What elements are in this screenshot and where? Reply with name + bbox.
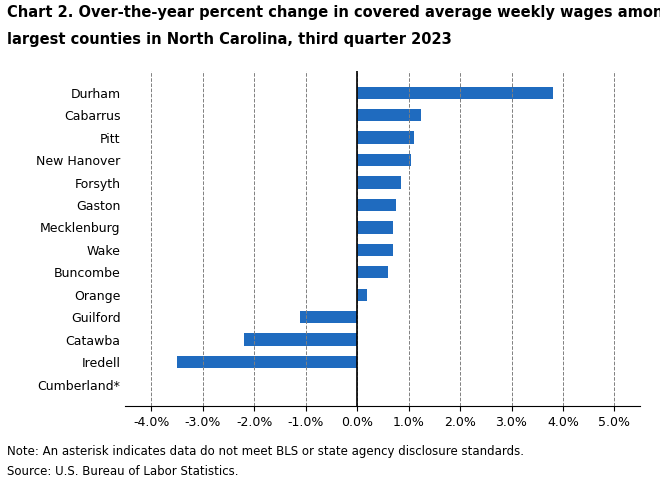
- Text: Source: U.S. Bureau of Labor Statistics.: Source: U.S. Bureau of Labor Statistics.: [7, 465, 238, 478]
- Text: largest counties in North Carolina, third quarter 2023: largest counties in North Carolina, thir…: [7, 32, 451, 47]
- Bar: [244, 334, 357, 346]
- Bar: [357, 244, 393, 256]
- Bar: [357, 199, 396, 211]
- Bar: [357, 154, 411, 166]
- Text: Chart 2. Over-the-year percent change in covered average weekly wages among the: Chart 2. Over-the-year percent change in…: [7, 5, 660, 20]
- Bar: [300, 311, 357, 323]
- Bar: [177, 356, 357, 368]
- Bar: [357, 289, 368, 301]
- Bar: [357, 266, 388, 278]
- Bar: [357, 87, 552, 99]
- Bar: [357, 131, 414, 144]
- Bar: [357, 221, 393, 234]
- Bar: [357, 109, 421, 122]
- Text: Note: An asterisk indicates data do not meet BLS or state agency disclosure stan: Note: An asterisk indicates data do not …: [7, 445, 523, 458]
- Bar: [357, 176, 401, 188]
